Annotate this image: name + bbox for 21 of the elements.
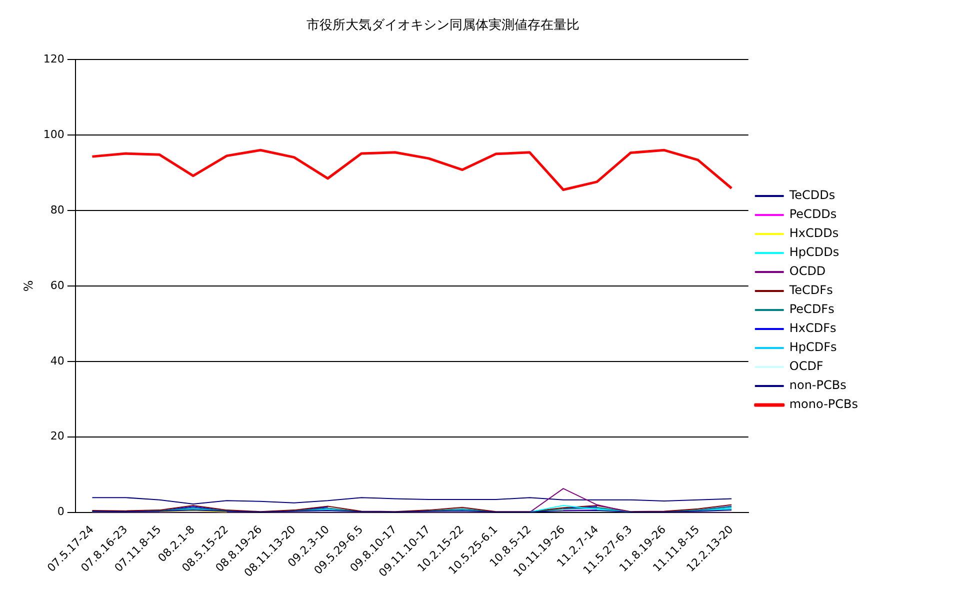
legend-label: HxCDDs <box>789 226 839 240</box>
y-tick-label: 100 <box>43 128 64 141</box>
y-tick-label: 120 <box>43 52 64 66</box>
y-tick-label: 60 <box>50 278 64 292</box>
chart-title: 市役所大気ダイオキシン同属体実測値存在量比 <box>306 17 580 34</box>
y-tick-label: 20 <box>50 430 64 443</box>
legend-label: PeCDDs <box>789 207 837 222</box>
legend-label: PeCDFs <box>789 302 834 316</box>
legend-label: non-PCBs <box>789 378 846 392</box>
legend-label: HpCDFs <box>789 340 837 354</box>
legend-label: HxCDFs <box>789 321 836 336</box>
legend-label: mono-PCBs <box>789 397 858 412</box>
legend-label: OCDD <box>789 264 826 278</box>
legend-label: HpCDDs <box>789 245 840 260</box>
y-axis-title: % <box>21 280 36 292</box>
y-tick-label: 40 <box>50 354 64 368</box>
legend-label: TeCDFs <box>788 283 833 298</box>
y-tick-label: 80 <box>50 203 64 216</box>
y-tick-label: 0 <box>57 505 64 518</box>
legend-label: TeCDDs <box>788 188 836 202</box>
legend-label: OCDF <box>789 359 824 374</box>
